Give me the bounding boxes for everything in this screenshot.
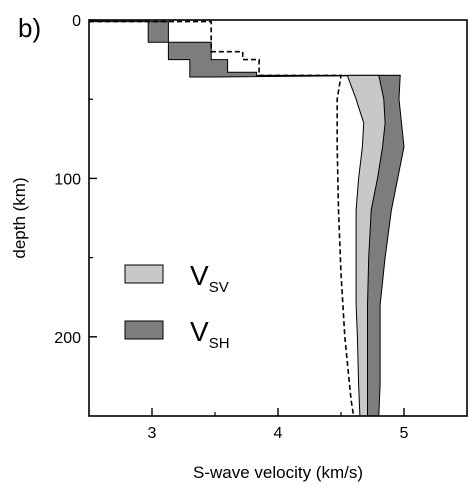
y-tick-label: 200: [54, 330, 81, 347]
x-tick-label: 4: [274, 425, 283, 442]
panel-label: b): [18, 13, 41, 43]
axes: 3 4 5 0 100 200: [54, 13, 408, 442]
y-tick-label: 0: [72, 13, 81, 30]
vsh-crust-band: [89, 20, 401, 78]
y-tick-label: 100: [54, 171, 81, 188]
reference-model-line: [89, 20, 355, 416]
legend: VSV VSH: [124, 260, 230, 352]
legend-label-vsh: VSH: [190, 316, 230, 352]
legend-label-vsv: VSV: [190, 260, 229, 296]
vsv-mantle-band: [346, 74, 386, 416]
plot-area: [89, 20, 405, 416]
y-axis-label: depth (km): [10, 177, 29, 258]
legend-swatch-vsv: [124, 264, 164, 284]
x-tick-label: 3: [148, 425, 157, 442]
legend-swatch-vsh: [124, 320, 164, 340]
plot-frame: [88, 19, 468, 417]
x-tick-label: 5: [400, 425, 409, 442]
x-axis-label: S-wave velocity (km/s): [193, 463, 363, 482]
